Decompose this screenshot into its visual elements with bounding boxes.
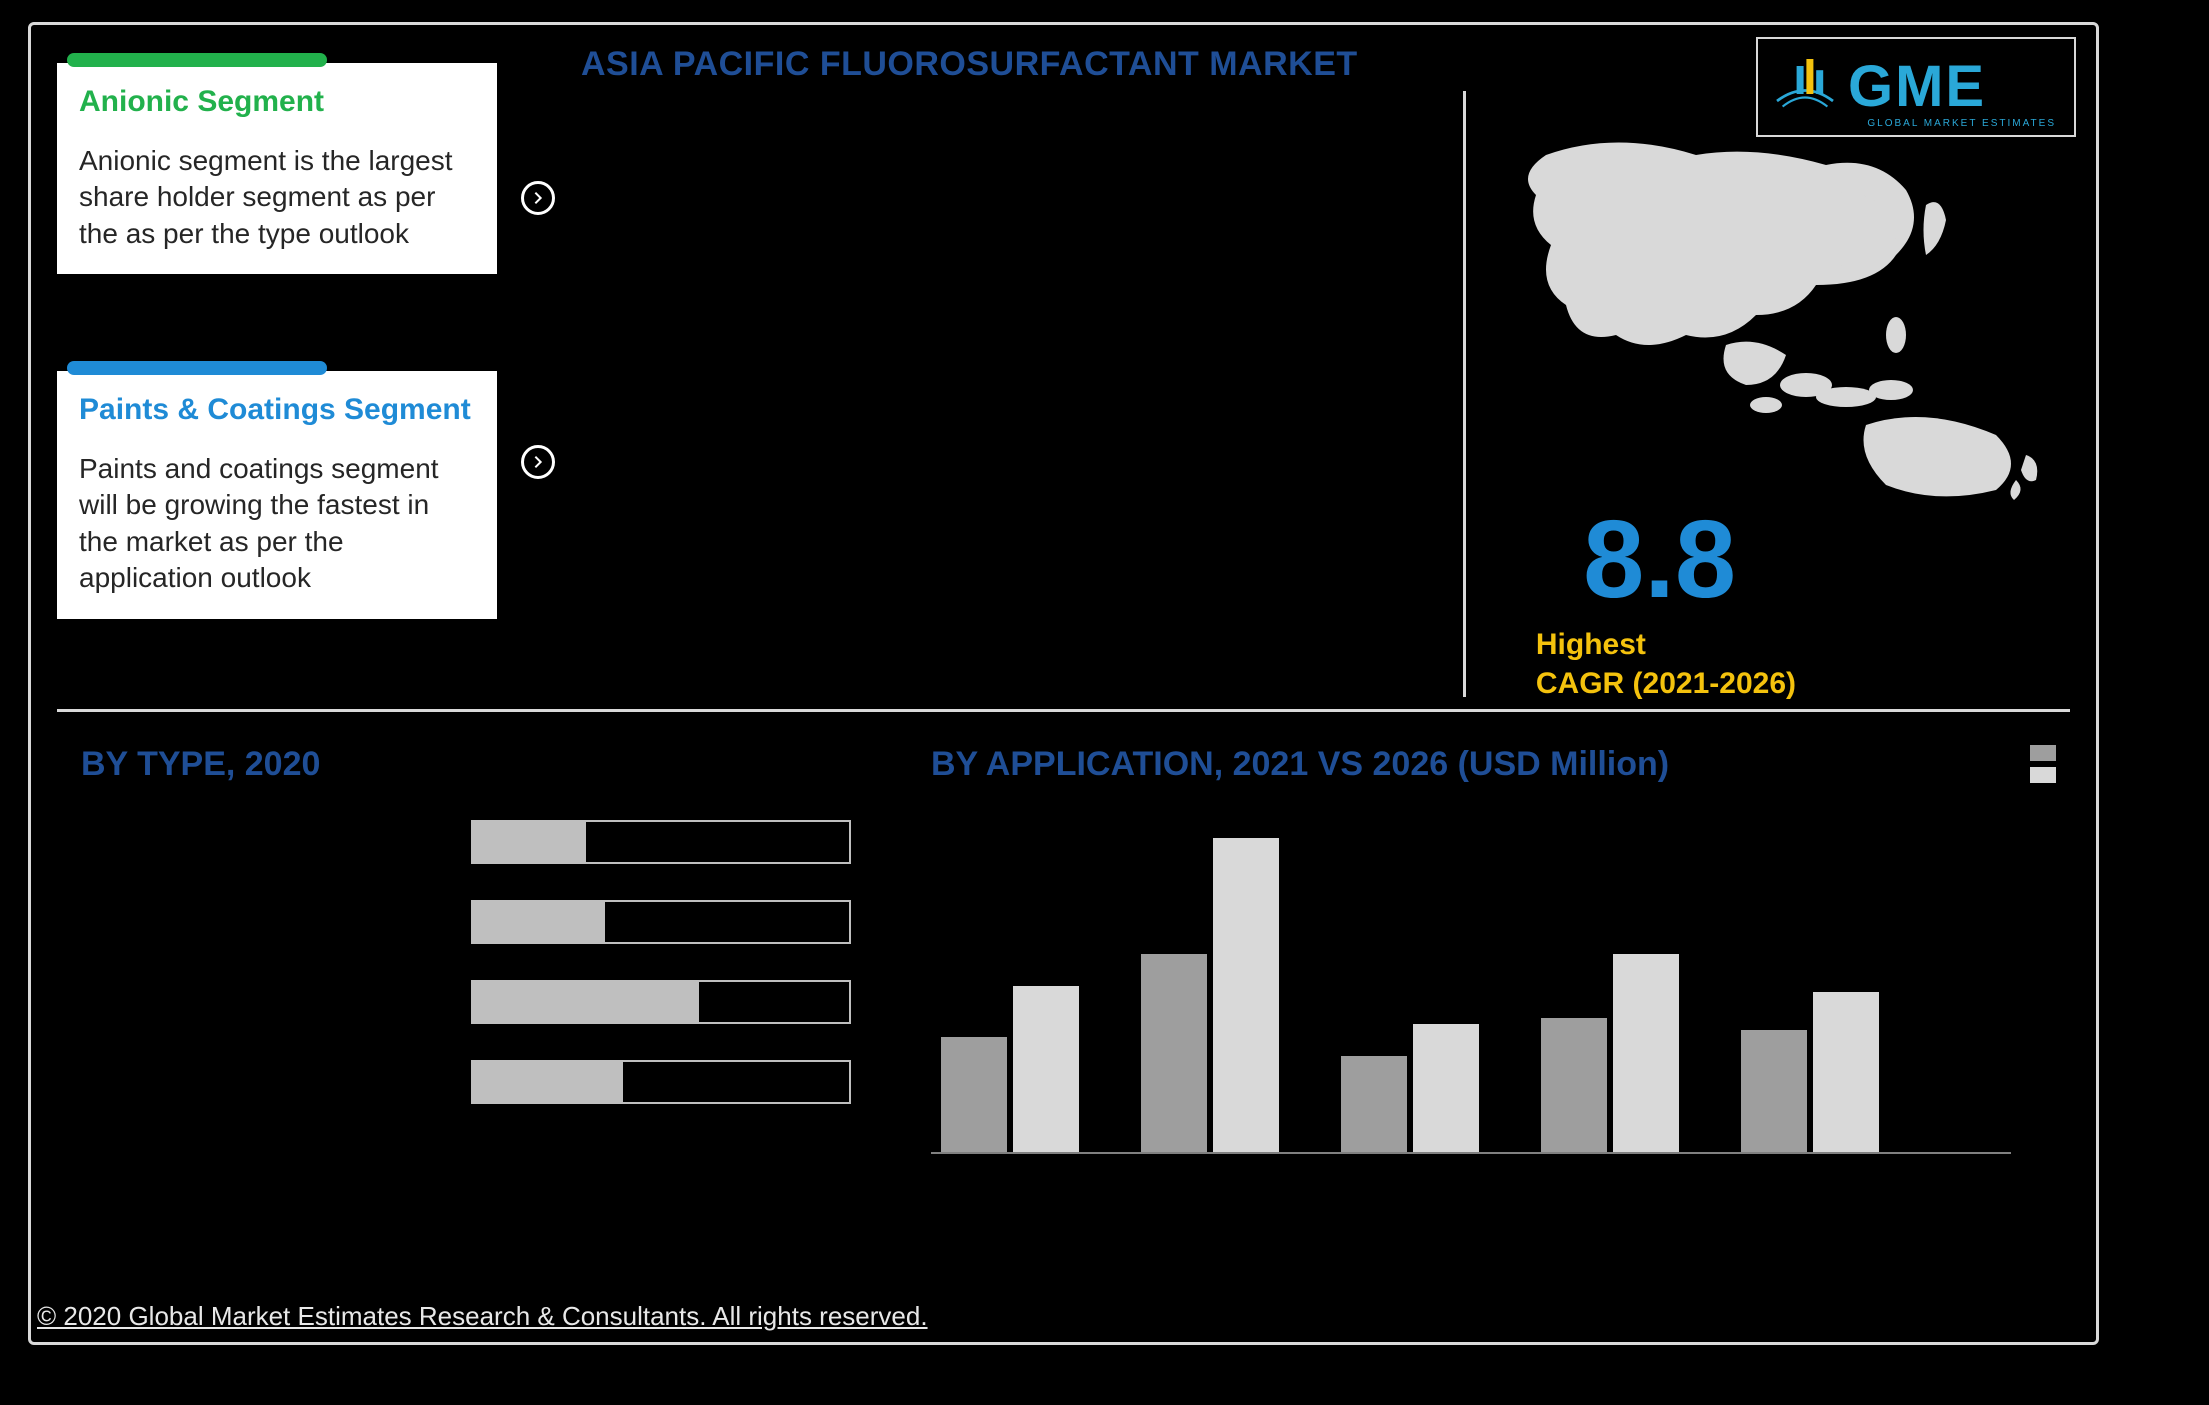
globe-icon [1770,52,1840,122]
cagr-label-line2: CAGR (2021-2026) [1536,667,1796,700]
bar-pair [941,986,1081,1152]
bar-2021 [1141,954,1207,1152]
chevron-right-icon [521,181,555,215]
main-title: ASIA PACIFIC FLUOROSURFACTANT MARKET [581,45,1358,84]
type-bar-fill [473,982,699,1022]
legend-item [2030,767,2056,783]
grouped-bar-chart [931,814,2011,1154]
bar-2021 [1341,1056,1407,1152]
card-body: Paints and coatings segment will be grow… [79,451,475,597]
bar-pair [1741,992,1881,1152]
bar-pair [1541,954,1681,1152]
cagr-label: Highest CAGR (2021-2026) [1536,625,1796,703]
vertical-divider [1463,91,1466,697]
card-bar-accent [67,53,327,67]
type-bar-row [471,900,851,944]
copyright-text: © 2020 Global Market Estimates Research … [33,1299,932,1334]
bar-2021 [1541,1018,1607,1152]
bar-2021 [941,1037,1007,1152]
segment-card-anionic: Anionic Segment Anionic segment is the l… [57,63,497,274]
bar-2026 [1613,954,1679,1152]
type-bar-fill [473,902,605,942]
type-bar-row [471,820,851,864]
type-bar-row [471,980,851,1024]
cagr-label-line1: Highest [1536,628,1646,661]
bar-2021 [1741,1030,1807,1152]
by-type-title: BY TYPE, 2020 [81,745,901,784]
logo-subtext: GLOBAL MARKET ESTIMATES [1867,118,2056,129]
by-application-chart: BY APPLICATION, 2021 VS 2026 (USD Millio… [931,745,2011,1154]
card-title: Paints & Coatings Segment [79,393,475,427]
chevron-right-icon [521,445,555,479]
by-app-title: BY APPLICATION, 2021 VS 2026 (USD Millio… [931,745,2011,784]
bar-2026 [1813,992,1879,1152]
by-type-chart: BY TYPE, 2020 [81,745,901,1104]
cagr-value: 8.8 [1583,505,1736,615]
asia-pacific-map [1496,135,2056,505]
chart-legend [2030,745,2056,783]
bar-2026 [1213,838,1279,1152]
bar-pair [1341,1024,1481,1152]
legend-swatch-2021 [2030,745,2056,761]
logo-text: GME [1848,58,1986,116]
card-body: Anionic segment is the largest share hol… [79,143,475,252]
card-bar-accent [67,361,327,375]
bar-2026 [1013,986,1079,1152]
type-bar-row [471,1060,851,1104]
card-title: Anionic Segment [79,85,475,119]
bar-pair [1141,838,1281,1152]
type-bar-fill [473,1062,623,1102]
infographic-frame: ASIA PACIFIC FLUOROSURFACTANT MARKET GME… [28,22,2099,1345]
segment-card-paints: Paints & Coatings Segment Paints and coa… [57,371,497,619]
bar-2026 [1413,1024,1479,1152]
type-bar-fill [473,822,586,862]
legend-item [2030,745,2056,761]
horizontal-divider [57,709,2070,712]
legend-swatch-2026 [2030,767,2056,783]
brand-logo: GME GLOBAL MARKET ESTIMATES [1756,37,2076,137]
